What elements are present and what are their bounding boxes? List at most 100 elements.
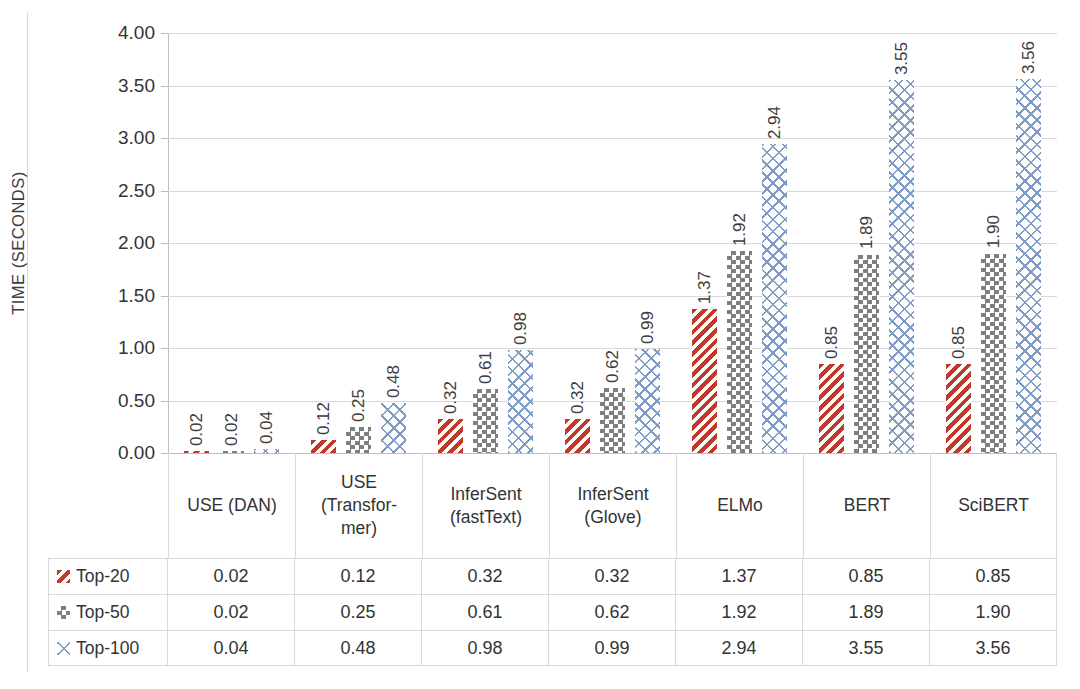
- table-row-top-100: Top-1000.040.480.980.992.943.553.56: [48, 630, 1057, 666]
- legend-cell-top-50: Top-50: [48, 595, 168, 630]
- bar-value-label: 0.85: [822, 326, 842, 359]
- bar-top-20-scibert: [946, 364, 971, 453]
- category-label-line: BERT: [844, 494, 890, 517]
- category-label-scibert: SciBERT: [930, 453, 1057, 558]
- y-axis-tick-label: 3.50: [85, 76, 155, 95]
- bar-value-label: 0.61: [476, 351, 496, 384]
- legend-label: Top-100: [76, 638, 139, 659]
- table-value-top-100-bert: 3.55: [803, 631, 930, 665]
- y-axis-tick: [161, 401, 168, 402]
- bar-value-label: 0.02: [187, 413, 207, 446]
- bar-value-label: 0.25: [349, 389, 369, 422]
- y-axis-tick: [161, 453, 168, 454]
- y-axis-tick: [161, 86, 168, 87]
- gridline: [168, 243, 1057, 244]
- gridline: [168, 33, 1057, 34]
- category-label-line: InferSent: [577, 483, 648, 506]
- table-value-top-20-elmo: 1.37: [676, 559, 803, 594]
- legend-cell-top-20: Top-20: [48, 559, 168, 594]
- category-label-line: USE: [341, 471, 377, 494]
- y-axis-tick-label: 0.50: [85, 391, 155, 410]
- bar-top-50-elmo: [727, 251, 752, 453]
- data-table: Top-200.020.120.320.321.370.850.85Top-50…: [48, 558, 1057, 666]
- table-value-top-20-scibert: 0.85: [930, 559, 1057, 594]
- table-row-top-50: Top-500.020.250.610.621.921.891.90: [48, 594, 1057, 630]
- legend-label: Top-20: [76, 566, 130, 587]
- bar-top-20-use-transformer: [311, 440, 336, 453]
- category-label-elmo: ELMo: [676, 453, 803, 558]
- plot-area: 0.02 0.02 0.04 0.12 0.25 0.48 0.32 0.61 0.98 0.32…: [168, 33, 1057, 453]
- gridline: [168, 296, 1057, 297]
- table-value-top-20-use-transformer: 0.12: [295, 559, 422, 594]
- y-axis-tick: [161, 138, 168, 139]
- category-label-line: SciBERT: [958, 494, 1029, 517]
- bar-top-20-bert: [819, 364, 844, 453]
- table-value-top-100-scibert: 3.56: [930, 631, 1057, 665]
- category-label-line: (fastText): [450, 506, 522, 529]
- table-value-top-50-infersent-fasttext: 0.61: [422, 595, 549, 630]
- bar-top-50-infersent-glove: [600, 388, 625, 453]
- category-label-infersent-fasttext: InferSent(fastText): [422, 453, 549, 558]
- bar-top-20-infersent-glove: [565, 419, 590, 453]
- bar-value-label: 0.98: [511, 312, 531, 345]
- bar-value-label: 0.32: [441, 381, 461, 414]
- category-label-line: ELMo: [717, 494, 763, 517]
- category-label-use-transformer: USE(Transfor-mer): [295, 453, 422, 558]
- bar-top-100-elmo: [762, 144, 787, 453]
- bar-top-20-infersent-fasttext: [438, 419, 463, 453]
- category-label-infersent-glove: InferSent(Glove): [549, 453, 676, 558]
- table-value-top-50-use-transformer: 0.25: [295, 595, 422, 630]
- category-label-use-dan: USE (DAN): [168, 453, 295, 558]
- y-axis-tick: [161, 348, 168, 349]
- table-value-top-50-scibert: 1.90: [930, 595, 1057, 630]
- bar-value-label: 0.12: [314, 402, 334, 435]
- bar-top-50-infersent-fasttext: [473, 389, 498, 453]
- table-value-top-100-use-transformer: 0.48: [295, 631, 422, 665]
- bar-value-label: 0.85: [949, 326, 969, 359]
- table-value-top-20-infersent-fasttext: 0.32: [422, 559, 549, 594]
- table-row-top-20: Top-200.020.120.320.321.370.850.85: [48, 558, 1057, 594]
- bar-top-50-use-transformer: [346, 427, 371, 453]
- y-axis-tick: [161, 243, 168, 244]
- bar-value-label: 0.02: [222, 413, 242, 446]
- y-axis-tick-label: 2.00: [85, 233, 155, 252]
- bar-top-100-bert: [889, 80, 914, 453]
- bar-value-label: 0.32: [568, 381, 588, 414]
- table-value-top-100-use-dan: 0.04: [168, 631, 295, 665]
- y-axis-tick-label: 4.00: [85, 23, 155, 42]
- y-axis-tick-label: 3.00: [85, 128, 155, 147]
- gridline: [168, 86, 1057, 87]
- bar-chart-figure: TIME (SECONDS) 0.000.501.001.502.002.503…: [0, 0, 1080, 689]
- table-value-top-50-use-dan: 0.02: [168, 595, 295, 630]
- gridline: [168, 348, 1057, 349]
- bar-value-label: 3.55: [892, 42, 912, 75]
- table-value-top-100-infersent-glove: 0.99: [549, 631, 676, 665]
- bar-top-20-elmo: [692, 309, 717, 453]
- bar-value-label: 1.90: [984, 215, 1004, 248]
- legend-cell-top-100: Top-100: [48, 631, 168, 665]
- y-axis-tick-label: 2.50: [85, 181, 155, 200]
- category-label-line: mer): [341, 517, 377, 540]
- table-value-top-20-use-dan: 0.02: [168, 559, 295, 594]
- table-value-top-50-elmo: 1.92: [676, 595, 803, 630]
- top-20-swatch-icon: [57, 570, 70, 583]
- bar-top-100-scibert: [1016, 79, 1041, 453]
- y-axis-tick-label: 1.50: [85, 286, 155, 305]
- bar-value-label: 0.99: [638, 311, 658, 344]
- table-value-top-50-infersent-glove: 0.62: [549, 595, 676, 630]
- bar-value-label: 0.48: [384, 365, 404, 398]
- y-axis-tick: [161, 33, 168, 34]
- table-value-top-20-bert: 0.85: [803, 559, 930, 594]
- legend-label: Top-50: [76, 602, 130, 623]
- bar-value-label: 3.56: [1019, 41, 1039, 74]
- bar-value-label: 2.94: [765, 106, 785, 139]
- category-label-line: InferSent: [450, 483, 521, 506]
- figure-left-border: [27, 12, 28, 672]
- table-value-top-100-elmo: 2.94: [676, 631, 803, 665]
- bar-value-label: 1.92: [730, 213, 750, 246]
- category-axis-labels: USE (DAN)USE(Transfor-mer)InferSent(fast…: [168, 453, 1057, 558]
- y-axis-tick: [161, 296, 168, 297]
- bar-value-label: 0.04: [257, 411, 277, 444]
- category-label-line: USE (DAN): [187, 494, 276, 517]
- y-axis-tick-label: 1.00: [85, 338, 155, 357]
